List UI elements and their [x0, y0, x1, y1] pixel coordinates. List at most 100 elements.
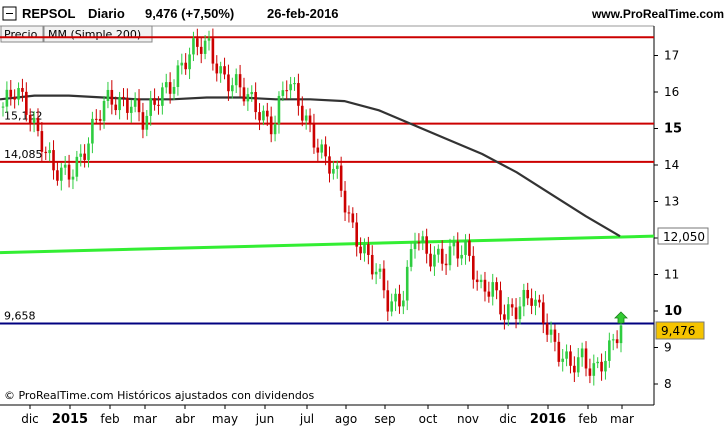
candle[interactable] — [246, 87, 250, 111]
candle[interactable] — [300, 96, 304, 127]
candle[interactable] — [518, 297, 522, 325]
candle[interactable] — [378, 263, 382, 279]
candle[interactable] — [573, 356, 576, 383]
candle[interactable] — [126, 88, 129, 120]
candle[interactable] — [258, 103, 261, 131]
candle[interactable] — [192, 31, 195, 62]
candle[interactable] — [118, 91, 121, 120]
candle[interactable] — [21, 78, 24, 102]
candle[interactable] — [495, 277, 498, 300]
candle[interactable] — [87, 137, 90, 168]
candle[interactable] — [421, 230, 425, 251]
candle[interactable] — [281, 81, 285, 102]
candle[interactable] — [347, 205, 351, 223]
candle[interactable] — [52, 140, 55, 180]
candle[interactable] — [611, 333, 615, 351]
candle[interactable] — [304, 109, 308, 130]
candle[interactable] — [293, 77, 296, 91]
candle[interactable] — [351, 207, 355, 229]
candle[interactable] — [448, 238, 452, 271]
candle[interactable] — [67, 154, 71, 188]
candle[interactable] — [312, 113, 316, 154]
candle[interactable] — [499, 281, 502, 321]
candle[interactable] — [254, 82, 257, 120]
candle[interactable] — [56, 162, 59, 186]
candle[interactable] — [98, 110, 102, 131]
candle[interactable] — [238, 64, 242, 97]
candle[interactable] — [437, 244, 440, 263]
candle[interactable] — [164, 73, 168, 94]
candle[interactable] — [324, 136, 327, 166]
candle[interactable] — [180, 53, 184, 75]
candle[interactable] — [32, 111, 36, 133]
candle[interactable] — [316, 138, 320, 163]
candle[interactable] — [425, 228, 428, 264]
candle[interactable] — [541, 294, 545, 334]
candle[interactable] — [456, 232, 460, 267]
candle[interactable] — [188, 47, 191, 80]
candle[interactable] — [153, 88, 156, 111]
candle[interactable] — [545, 313, 549, 342]
candle[interactable] — [386, 280, 390, 321]
candle[interactable] — [285, 80, 289, 100]
candle[interactable] — [479, 274, 483, 289]
candle[interactable] — [266, 102, 269, 126]
candle[interactable] — [355, 213, 358, 257]
candle[interactable] — [576, 347, 580, 377]
candle[interactable] — [63, 156, 67, 175]
candle[interactable] — [444, 253, 448, 275]
candle[interactable] — [328, 146, 331, 183]
candle[interactable] — [161, 82, 164, 115]
candle[interactable] — [332, 160, 335, 180]
candle[interactable] — [468, 233, 471, 262]
candle[interactable] — [25, 82, 28, 122]
candle[interactable] — [514, 298, 518, 329]
candle[interactable] — [487, 281, 491, 303]
candle[interactable] — [28, 108, 32, 132]
candle[interactable] — [71, 169, 75, 190]
candle[interactable] — [157, 96, 160, 115]
candle[interactable] — [137, 89, 141, 122]
green-trendline[interactable] — [0, 234, 655, 255]
candle[interactable] — [227, 64, 230, 101]
candle[interactable] — [262, 105, 265, 126]
candle[interactable] — [297, 73, 300, 116]
candle[interactable] — [17, 82, 20, 106]
candle[interactable] — [44, 146, 48, 160]
candle[interactable] — [168, 72, 172, 104]
candle[interactable] — [133, 92, 137, 113]
candle[interactable] — [510, 298, 514, 316]
candle[interactable] — [184, 53, 187, 75]
candle[interactable] — [122, 88, 125, 107]
candle[interactable] — [94, 109, 98, 124]
candle[interactable] — [565, 344, 568, 367]
candle[interactable] — [472, 246, 475, 289]
candle[interactable] — [604, 351, 607, 380]
candle[interactable] — [9, 80, 13, 106]
candle[interactable] — [106, 81, 110, 109]
candle[interactable] — [36, 108, 40, 137]
candle[interactable] — [374, 263, 378, 285]
candle[interactable] — [413, 232, 417, 259]
candle[interactable] — [588, 358, 592, 384]
candle[interactable] — [242, 77, 246, 106]
candle[interactable] — [405, 260, 409, 311]
candle[interactable] — [149, 90, 152, 126]
candle[interactable] — [359, 237, 362, 261]
candle[interactable] — [269, 106, 273, 143]
candle[interactable] — [110, 80, 114, 115]
candle[interactable] — [491, 273, 495, 306]
candle[interactable] — [91, 111, 94, 154]
candle[interactable] — [172, 79, 176, 101]
candle[interactable] — [503, 304, 506, 330]
candle[interactable] — [48, 142, 51, 162]
candle[interactable] — [394, 288, 397, 312]
candle[interactable] — [464, 234, 467, 265]
candle[interactable] — [553, 324, 557, 352]
candle[interactable] — [141, 102, 145, 139]
candle[interactable] — [199, 37, 203, 64]
candle[interactable] — [234, 68, 238, 94]
candle[interactable] — [219, 61, 222, 83]
candle[interactable] — [538, 294, 541, 308]
candle[interactable] — [569, 345, 572, 374]
